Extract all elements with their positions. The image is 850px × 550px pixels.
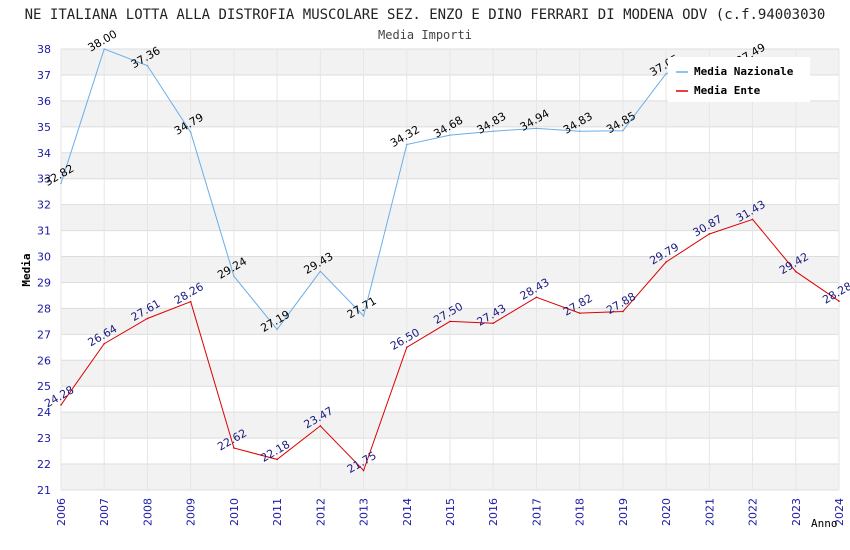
x-tick-label: 2009 <box>185 498 198 526</box>
y-tick-label: 32 <box>37 199 51 212</box>
y-tick-label: 26 <box>37 354 51 367</box>
data-point <box>276 328 278 331</box>
legend-label-ente: Media Ente <box>694 84 761 97</box>
data-point <box>362 315 365 317</box>
y-axis-label: Media <box>20 253 33 286</box>
data-point <box>319 425 322 427</box>
data-point <box>665 261 667 263</box>
data-point <box>146 317 149 320</box>
x-tick-label: 2014 <box>401 498 414 526</box>
x-tick-label: 2024 <box>833 498 846 526</box>
x-tick-label: 2010 <box>228 498 241 526</box>
y-axis-ticks: 21 22 23 24 25 26 27 28 29 30 31 32 33 34 35 36 37 38 <box>37 43 51 497</box>
data-point <box>535 127 538 130</box>
legend: Media Nazionale Media Ente <box>668 57 810 102</box>
data-point <box>60 182 62 185</box>
x-tick-label: 2013 <box>358 498 371 526</box>
x-tick-label: 2012 <box>314 498 327 526</box>
data-point <box>665 72 667 75</box>
y-tick-label: 23 <box>37 432 51 445</box>
legend-label-nazionale: Media Nazionale <box>694 65 794 78</box>
data-point <box>794 270 797 273</box>
data-point <box>578 130 581 133</box>
data-point <box>103 48 106 50</box>
y-tick-label: 25 <box>37 380 51 393</box>
y-tick-label: 30 <box>37 251 51 264</box>
data-point <box>449 320 451 323</box>
data-point <box>233 447 235 449</box>
y-tick-label: 35 <box>37 121 51 134</box>
data-point <box>146 64 149 67</box>
x-tick-label: 2007 <box>98 498 111 526</box>
data-point <box>405 143 408 146</box>
data-point <box>622 310 624 313</box>
x-tick-label: 2015 <box>444 498 457 526</box>
data-point <box>319 270 322 273</box>
data-point <box>233 275 235 278</box>
data-point <box>405 346 408 349</box>
x-tick-label: 2008 <box>141 498 154 526</box>
x-axis-label: Anno <box>811 517 838 530</box>
legend-box <box>668 57 810 102</box>
y-tick-label: 29 <box>37 276 51 289</box>
data-point <box>189 131 192 134</box>
y-tick-label: 37 <box>37 69 51 82</box>
data-point <box>578 312 581 314</box>
data-point <box>622 129 624 132</box>
data-point <box>449 134 451 136</box>
x-tick-label: 2021 <box>703 498 716 526</box>
data-point <box>751 218 754 221</box>
x-tick-label: 2019 <box>617 498 630 526</box>
y-tick-label: 31 <box>37 225 51 238</box>
y-tick-label: 28 <box>37 302 51 315</box>
x-tick-label: 2011 <box>271 498 284 526</box>
data-point <box>535 296 538 299</box>
y-tick-label: 27 <box>37 328 51 341</box>
y-tick-label: 24 <box>37 406 51 419</box>
y-tick-label: 21 <box>37 484 51 497</box>
y-tick-label: 38 <box>37 43 51 56</box>
data-point <box>492 322 495 324</box>
y-tick-label: 36 <box>37 95 51 108</box>
data-point <box>189 300 192 303</box>
y-tick-label: 22 <box>37 458 51 471</box>
y-tick-label: 34 <box>37 147 51 160</box>
x-tick-label: 2017 <box>530 498 543 526</box>
x-axis-ticks: 2006 2007 2008 2009 2010 2011 2012 2013 2014 2015… <box>55 498 846 526</box>
data-point <box>276 458 278 461</box>
data-point <box>60 404 62 406</box>
x-tick-label: 2016 <box>487 498 500 526</box>
x-tick-label: 2006 <box>55 498 68 526</box>
x-tick-label: 2020 <box>660 498 673 526</box>
data-point <box>492 130 495 133</box>
chart-title: NE ITALIANA LOTTA ALLA DISTROFIA MUSCOLA… <box>25 7 826 23</box>
grid-lines <box>60 48 840 491</box>
chart-subtitle: Media Importi <box>378 28 472 42</box>
data-point <box>103 342 106 345</box>
x-tick-label: 2022 <box>747 498 760 526</box>
data-point <box>838 300 840 302</box>
data-point <box>708 233 711 235</box>
x-tick-label: 2023 <box>790 498 803 526</box>
data-point <box>362 469 365 472</box>
x-tick-label: 2018 <box>574 498 587 526</box>
y-tick-label: 33 <box>37 173 51 186</box>
